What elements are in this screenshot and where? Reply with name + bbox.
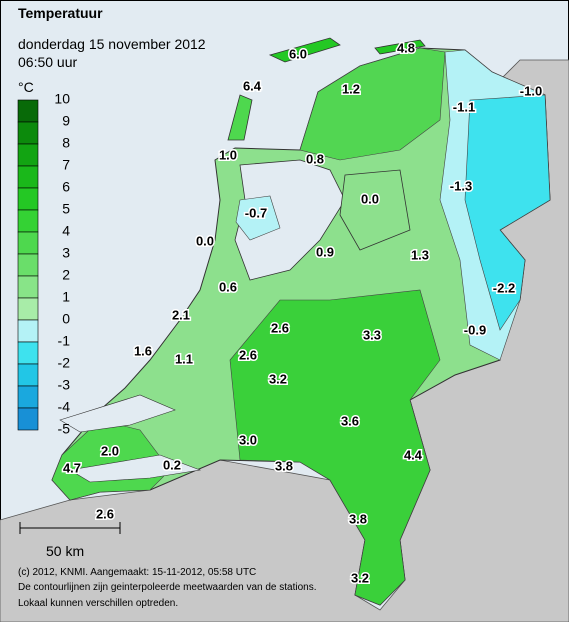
legend-band [17,165,39,189]
legend-band [17,275,39,299]
footer-line: (c) 2012, KNMI. Aangemaakt: 15-11-2012, … [18,567,256,578]
legend-label: 3 [62,245,70,261]
legend-band [17,121,39,145]
legend-label: 6 [62,179,70,195]
station-value: 0.0 [196,233,214,248]
legend-band [17,319,39,343]
scale-label: 50 km [46,543,84,559]
legend-band [17,209,39,233]
station-value: -0.9 [464,322,486,337]
legend-band [17,253,39,277]
footer-line: Lokaal kunnen verschillen optreden. [18,598,178,609]
legend-label: 4 [62,223,70,239]
station-value: 2.6 [239,347,257,362]
station-value: 0.9 [316,244,334,259]
legend-label: 0 [62,311,70,327]
station-value: 1.2 [342,81,360,96]
station-value: -1.0 [520,83,542,98]
station-value: 0.0 [361,191,379,206]
island [268,37,426,63]
station-value: 3.8 [349,511,367,526]
station-value: 0.2 [163,457,181,472]
station-value: 3.6 [341,413,359,428]
station-value: 6.4 [243,78,262,93]
station-value: -2.2 [493,280,515,295]
legend-band [17,385,39,409]
station-value: 2.0 [101,443,119,458]
station-value: 4.8 [397,40,415,55]
legend-band [17,341,39,365]
time: 06:50 uur [18,54,77,70]
legend-band [17,407,39,431]
legend-band [17,231,39,255]
legend-label: 10 [54,91,70,107]
legend-label: -5 [58,421,71,437]
legend-label: -3 [58,377,71,393]
legend-label: 5 [62,201,70,217]
station-value: 3.3 [363,327,381,342]
station-value: 6.0 [289,46,307,61]
date: donderdag 15 november 2012 [18,36,206,52]
station-value: -1.3 [450,178,472,193]
cold-spot [235,195,281,241]
legend-label: -4 [58,399,71,415]
station-value: -0.7 [245,205,267,220]
station-value: -1.1 [453,99,475,114]
flevoland [339,169,411,251]
zone-colder-east [464,94,551,331]
estuary [59,394,176,433]
legend-label: 9 [62,113,70,129]
legend-label: 1 [62,289,70,305]
title: Temperatuur [18,5,103,21]
legend-label: -2 [58,355,71,371]
station-value: 3.2 [269,371,287,386]
station-value: 3.2 [351,570,369,585]
legend-band [17,297,39,321]
station-value: 2.1 [172,307,190,322]
station-value: 3.0 [239,432,257,447]
station-value: 1.1 [175,351,193,366]
legend-label: 7 [62,157,70,173]
legend-label: 8 [62,135,70,151]
estuary [69,454,202,483]
station-value: 1.6 [134,343,152,358]
legend-band [17,363,39,387]
station-value: 4.4 [404,447,423,462]
legend-band [17,187,39,211]
station-value: 3.8 [275,458,293,473]
legend-label: -1 [58,333,71,349]
legend-label: 2 [62,267,70,283]
station-value: 0.8 [306,151,324,166]
unit: °C [18,79,34,95]
station-value: 1.0 [219,147,237,162]
station-value: 2.6 [271,320,289,335]
zone-warm-south [229,289,441,606]
footer-line: De contourlijnen zijn geinterpoleerde me… [18,582,317,593]
legend-band [17,99,39,123]
station-value: 0.6 [219,279,237,294]
island [227,94,253,141]
station-value: 2.6 [96,506,114,521]
legend-band [17,143,39,167]
station-value: 4.7 [63,460,81,475]
station-value: 1.3 [411,247,429,262]
